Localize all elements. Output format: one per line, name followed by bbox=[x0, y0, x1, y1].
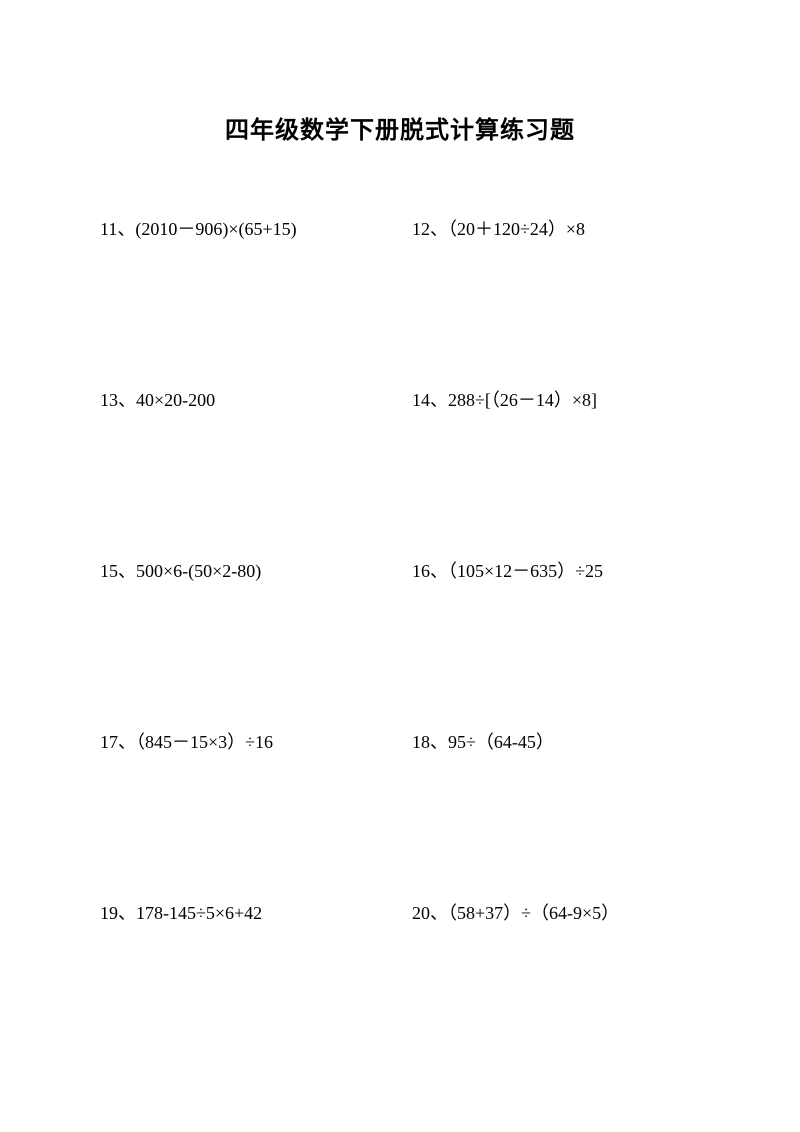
problem-item: 17、（845－15×3）÷16 bbox=[100, 728, 412, 754]
problem-number: 13 bbox=[100, 390, 118, 410]
problem-item: 14、288÷[（26－14）×8] bbox=[412, 386, 700, 412]
problem-separator: 、 bbox=[430, 219, 448, 239]
problem-number: 15 bbox=[100, 561, 118, 581]
problem-row: 11、(2010－906)×(65+15) 12、（20＋120÷24）×8 bbox=[100, 215, 700, 241]
problem-number: 17 bbox=[100, 732, 118, 752]
page-title: 四年级数学下册脱式计算练习题 bbox=[100, 110, 700, 145]
problem-number: 14 bbox=[412, 390, 430, 410]
problem-separator: 、 bbox=[118, 903, 136, 923]
problem-separator: 、 bbox=[118, 561, 136, 581]
problem-number: 12 bbox=[412, 219, 430, 239]
problem-expression: 40×20-200 bbox=[136, 390, 215, 410]
problem-expression: 288÷[（26－14）×8] bbox=[448, 390, 597, 410]
problem-expression: （58+37）÷（64-9×5） bbox=[448, 903, 619, 923]
worksheet-page: 四年级数学下册脱式计算练习题 11、(2010－906)×(65+15) 12、… bbox=[0, 0, 800, 1132]
problem-item: 18、95÷（64-45） bbox=[412, 728, 700, 754]
problem-row: 15、500×6-(50×2-80) 16、（105×12－635）÷25 bbox=[100, 557, 700, 583]
problem-grid: 11、(2010－906)×(65+15) 12、（20＋120÷24）×8 1… bbox=[100, 215, 700, 925]
problem-expression: (2010－906)×(65+15) bbox=[135, 219, 296, 239]
problem-separator: 、 bbox=[430, 732, 448, 752]
problem-separator: 、 bbox=[430, 903, 448, 923]
problem-number: 16 bbox=[412, 561, 430, 581]
problem-row: 17、（845－15×3）÷16 18、95÷（64-45） bbox=[100, 728, 700, 754]
problem-expression: （105×12－635）÷25 bbox=[448, 561, 603, 581]
problem-separator: 、 bbox=[118, 390, 136, 410]
problem-row: 13、40×20-200 14、288÷[（26－14）×8] bbox=[100, 386, 700, 412]
problem-expression: 95÷（64-45） bbox=[448, 732, 554, 752]
problem-expression: （845－15×3）÷16 bbox=[136, 732, 273, 752]
problem-number: 20 bbox=[412, 903, 430, 923]
problem-row: 19、178-145÷5×6+42 20、（58+37）÷（64-9×5） bbox=[100, 899, 700, 925]
problem-item: 20、（58+37）÷（64-9×5） bbox=[412, 899, 700, 925]
problem-item: 11、(2010－906)×(65+15) bbox=[100, 215, 412, 241]
problem-item: 19、178-145÷5×6+42 bbox=[100, 899, 412, 925]
problem-expression: 178-145÷5×6+42 bbox=[136, 903, 262, 923]
problem-item: 16、（105×12－635）÷25 bbox=[412, 557, 700, 583]
problem-expression: 500×6-(50×2-80) bbox=[136, 561, 261, 581]
problem-number: 18 bbox=[412, 732, 430, 752]
problem-separator: 、 bbox=[117, 219, 135, 239]
problem-expression: （20＋120÷24）×8 bbox=[448, 219, 585, 239]
problem-separator: 、 bbox=[430, 561, 448, 581]
problem-item: 15、500×6-(50×2-80) bbox=[100, 557, 412, 583]
problem-separator: 、 bbox=[118, 732, 136, 752]
problem-separator: 、 bbox=[430, 390, 448, 410]
problem-number: 11 bbox=[100, 219, 117, 239]
problem-item: 13、40×20-200 bbox=[100, 386, 412, 412]
problem-number: 19 bbox=[100, 903, 118, 923]
problem-item: 12、（20＋120÷24）×8 bbox=[412, 215, 700, 241]
